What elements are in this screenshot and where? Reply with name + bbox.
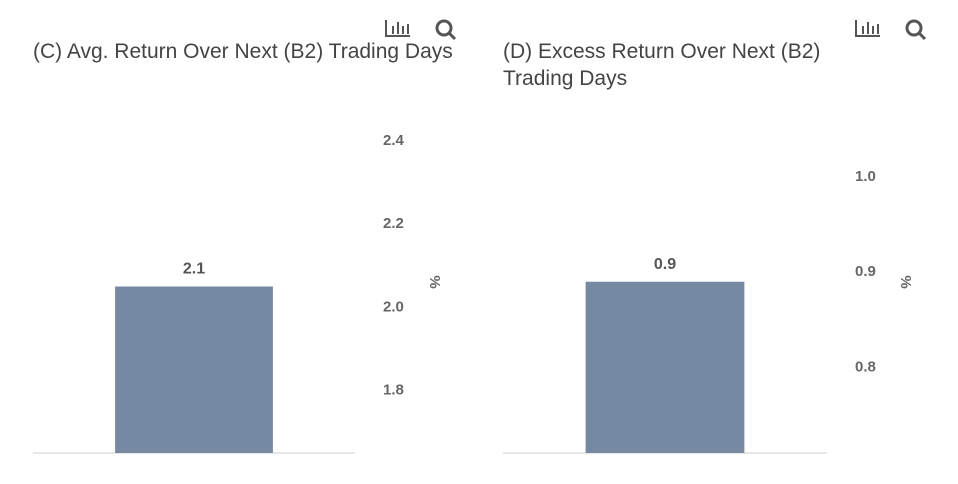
chart-type-button[interactable] [855,20,880,37]
y-tick-label: 1.0 [855,168,876,185]
data-label: 2.1 [183,261,205,278]
zoom-button[interactable] [905,19,927,41]
toolbar [855,19,927,41]
y-tick-label: 2.4 [383,132,405,149]
y-axis-label: % [426,275,443,288]
bar [585,281,745,453]
data-label: 0.9 [654,256,676,273]
y-axis-label: % [897,275,914,288]
zoom-button[interactable] [435,19,457,41]
chart-title: (D) Excess Return Over Next (B2) Trading… [503,40,821,90]
y-tick-label: 0.9 [855,263,876,280]
chart-type-button[interactable] [385,20,410,37]
y-tick-label: 0.8 [855,358,876,375]
y-tick-label: 2.2 [383,215,404,232]
toolbar [385,19,457,41]
y-tick-label: 2.0 [383,298,404,315]
bar [115,286,273,453]
chart-title: (C) Avg. Return Over Next (B2) Trading D… [33,40,453,63]
y-tick-label: 1.8 [383,382,404,399]
